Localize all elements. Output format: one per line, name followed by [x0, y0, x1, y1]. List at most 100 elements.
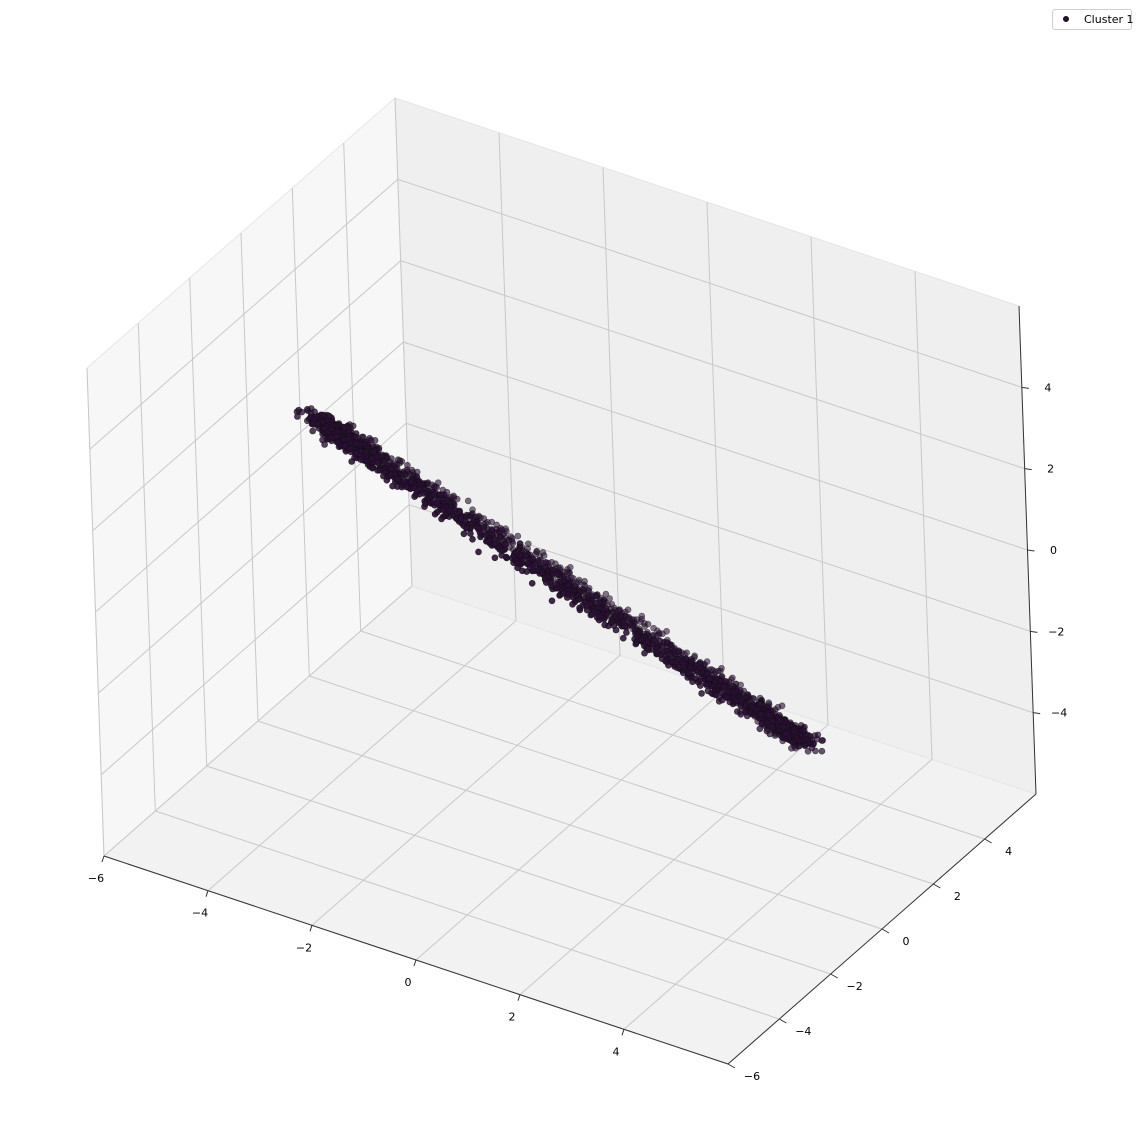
- data-point: [717, 677, 725, 685]
- data-point: [532, 550, 540, 558]
- data-point: [477, 533, 484, 541]
- data-point: [430, 491, 437, 499]
- y-tick-label: −2: [847, 980, 863, 993]
- data-point: [368, 455, 376, 462]
- x-tick-mark: [101, 855, 105, 863]
- z-tick-mark: [1033, 712, 1041, 715]
- data-point: [309, 427, 317, 435]
- data-point: [569, 593, 577, 601]
- data-point: [549, 566, 557, 574]
- data-point: [303, 405, 311, 413]
- grid-line-z: [97, 422, 1031, 694]
- data-point: [529, 555, 537, 563]
- data-point: [348, 458, 356, 465]
- data-point: [434, 499, 441, 506]
- grid-line-z: [100, 504, 1034, 776]
- data-point: [720, 683, 728, 691]
- x-tick-mark: [621, 1029, 625, 1036]
- data-point: [662, 657, 669, 665]
- data-point: [778, 702, 786, 710]
- data-point: [698, 690, 705, 697]
- data-point: [732, 697, 740, 705]
- data-point: [818, 747, 826, 755]
- data-point: [726, 698, 734, 706]
- data-points: [293, 405, 827, 755]
- data-point: [535, 557, 542, 565]
- data-point: [389, 482, 396, 490]
- data-point: [756, 725, 764, 733]
- data-point: [619, 634, 627, 642]
- y-tick-mark: [933, 883, 941, 889]
- data-point: [369, 464, 376, 472]
- data-point: [464, 497, 472, 505]
- x-tick-mark: [517, 994, 521, 1001]
- data-point: [776, 716, 784, 724]
- data-point: [737, 710, 745, 718]
- data-point: [321, 425, 328, 433]
- data-point: [542, 559, 550, 566]
- data-point: [341, 442, 349, 450]
- data-point: [596, 599, 603, 606]
- data-point: [756, 700, 764, 708]
- data-point: [624, 606, 632, 614]
- data-point: [502, 553, 510, 561]
- y-tick-label: 0: [903, 935, 910, 948]
- data-point: [592, 592, 600, 600]
- data-point: [602, 590, 610, 598]
- data-point: [371, 437, 379, 444]
- x-tick-mark: [309, 925, 313, 932]
- data-point: [547, 577, 555, 585]
- data-point: [804, 736, 812, 743]
- data-point: [757, 711, 765, 718]
- data-point: [412, 491, 420, 499]
- data-point: [601, 621, 609, 629]
- data-point: [432, 483, 439, 491]
- z-tick-label: 4: [1044, 381, 1051, 394]
- data-point: [723, 694, 730, 701]
- data-point: [650, 624, 657, 632]
- data-point: [588, 610, 596, 618]
- x-tick-label: −6: [88, 872, 104, 885]
- data-point: [581, 599, 589, 606]
- z-tick-label: 0: [1050, 544, 1057, 557]
- data-point: [539, 569, 546, 576]
- data-point: [420, 489, 427, 497]
- data-point: [353, 440, 361, 447]
- data-point: [685, 669, 693, 676]
- data-point: [808, 744, 816, 752]
- x-tick-mark: [413, 959, 417, 967]
- data-point: [294, 413, 301, 420]
- data-point: [664, 639, 671, 646]
- x-tick-label: −4: [192, 907, 208, 920]
- y-tick-label: 4: [1005, 845, 1012, 858]
- data-point: [467, 530, 474, 537]
- data-point: [461, 517, 469, 525]
- legend-marker-cluster-1: [1063, 16, 1069, 22]
- tick-labels: −6 −4 −2 0 2 4 −6 −4 −2 0 2 4 −4 −2 0 2 4: [88, 381, 1067, 1083]
- x-tick-label: 2: [509, 1011, 516, 1024]
- data-point: [437, 491, 445, 499]
- data-point: [295, 406, 303, 414]
- data-point: [514, 564, 521, 572]
- data-point: [485, 538, 493, 545]
- data-point: [585, 592, 592, 600]
- data-point: [374, 459, 382, 466]
- data-point: [637, 636, 645, 643]
- data-point: [576, 604, 583, 612]
- data-point: [341, 423, 349, 431]
- data-point: [641, 623, 648, 630]
- data-point: [514, 532, 522, 540]
- data-point: [498, 526, 506, 534]
- data-point: [656, 637, 664, 645]
- data-point: [456, 508, 463, 516]
- data-point: [566, 569, 573, 577]
- data-point: [424, 479, 432, 487]
- y-tick-mark: [727, 1063, 736, 1069]
- data-point: [376, 466, 384, 474]
- data-point: [643, 637, 650, 645]
- data-point: [400, 476, 408, 484]
- data-point: [460, 530, 468, 538]
- data-point: [675, 655, 682, 663]
- data-point: [764, 719, 771, 727]
